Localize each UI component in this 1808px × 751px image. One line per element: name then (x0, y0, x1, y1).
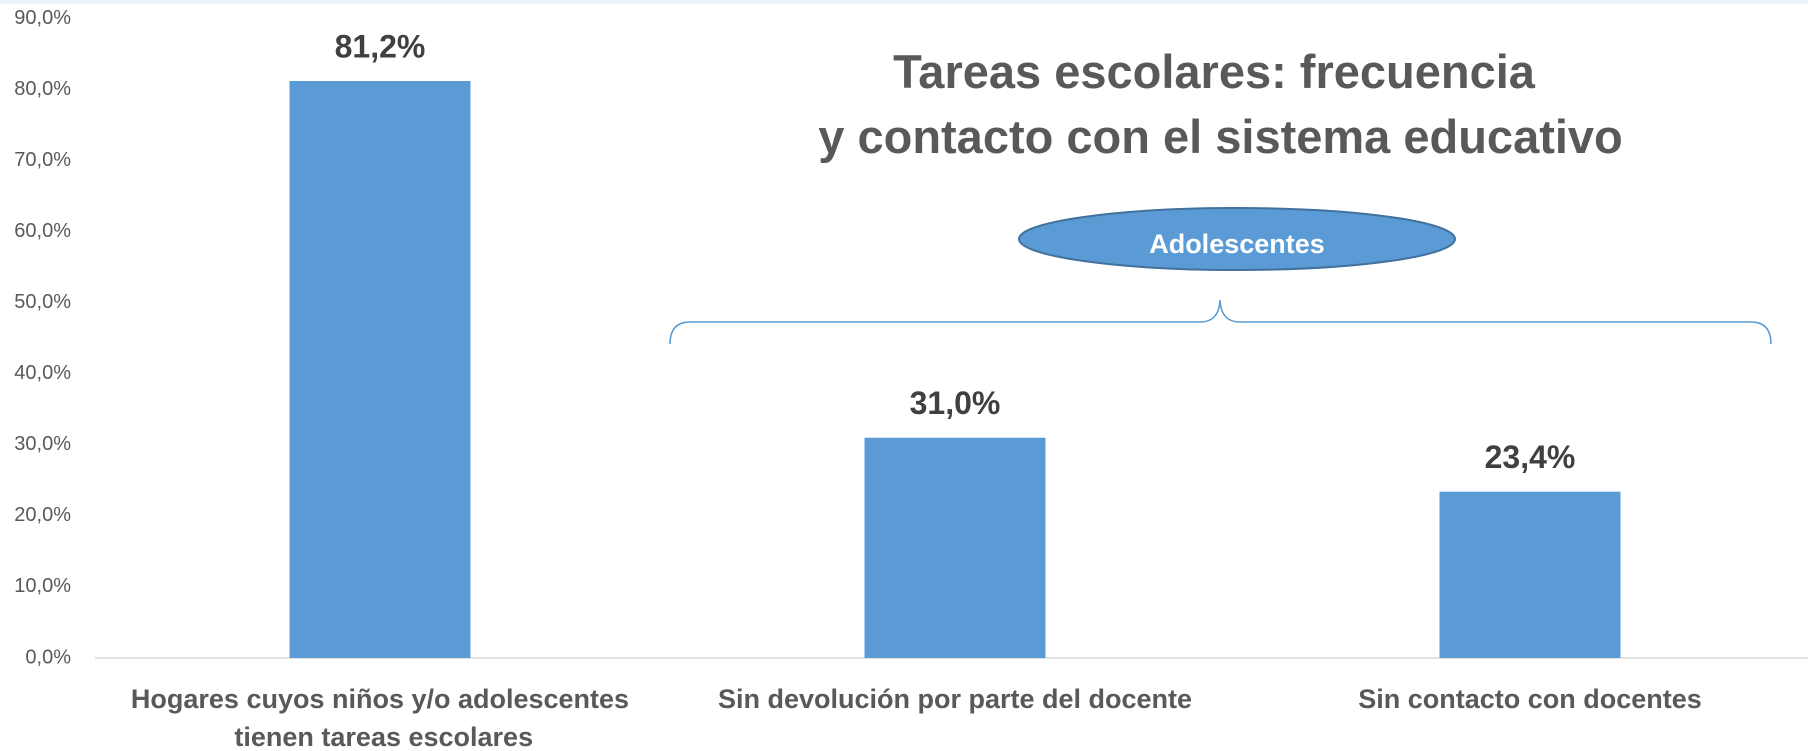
y-tick-label: 10,0% (14, 575, 71, 597)
annotation: Adolescentes (1149, 229, 1325, 259)
y-tick-label: 90,0% (14, 7, 71, 29)
y-tick-label: 80,0% (14, 78, 71, 100)
y-tick-label: 0,0% (25, 646, 71, 668)
y-tick-label: 70,0% (14, 149, 71, 171)
top-strip (0, 0, 1808, 4)
y-tick-label: 20,0% (14, 504, 71, 526)
brace (669, 299, 1772, 345)
value-label: 23,4% (1485, 439, 1576, 475)
bar (1439, 491, 1621, 658)
x-tick-label: Sin contacto con docentes (1358, 684, 1702, 714)
value-label: 31,0% (910, 385, 1001, 421)
x-tick-label: Hogares cuyos niños y/o adolescentes tie… (131, 684, 629, 751)
y-tick-label: 50,0% (14, 291, 71, 313)
x-tick-label: Sin devolución por parte del docente (718, 684, 1192, 714)
y-tick-label: 60,0% (14, 220, 71, 242)
chart-title: Tareas escolares: frecuencia y contacto … (805, 45, 1623, 163)
value-label: 81,2% (335, 28, 426, 64)
y-tick-label: 30,0% (14, 433, 71, 455)
bar (864, 437, 1046, 658)
bar (289, 81, 471, 659)
annotation-ellipse (1018, 207, 1456, 271)
y-tick-label: 40,0% (14, 362, 71, 384)
